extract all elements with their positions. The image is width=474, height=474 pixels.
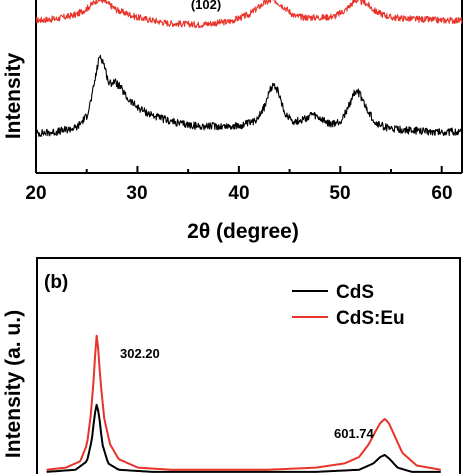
x-tick-label-40: 40 <box>228 183 249 204</box>
panel-a-y-axis-title: Intensity <box>2 53 25 140</box>
series-line-cds-eu <box>46 334 441 471</box>
x-tick-label-30: 30 <box>126 183 147 204</box>
x-tick-label-50: 50 <box>329 183 350 204</box>
panel-a-series <box>35 0 463 138</box>
peak-label-601: 601.74 <box>334 426 375 441</box>
legend-label-cds: CdS <box>336 282 374 303</box>
peak-label-302: 302.20 <box>120 346 160 361</box>
series-line-cds <box>46 403 441 473</box>
annotation-102: (102) <box>191 0 221 12</box>
panel-a-ticks <box>35 166 443 173</box>
x-tick-label-60: 60 <box>431 183 452 204</box>
panel-b-label: (b) <box>44 272 68 293</box>
x-tick-label-20: 20 <box>25 183 46 204</box>
panel-b-y-axis-title: Intensity (a. u.) <box>2 310 25 458</box>
panel-a: (102) Intensity 20 30 40 50 60 2θ (degre… <box>2 0 463 243</box>
legend: CdS CdS:Eu <box>292 282 405 329</box>
panel-b-frame <box>36 257 461 474</box>
series-line-cds <box>35 54 463 138</box>
legend-label-cds-eu: CdS:Eu <box>336 308 405 329</box>
panel-b-series <box>46 334 441 473</box>
series-line-cds-eu <box>35 0 463 29</box>
panel-a-x-axis-title: 2θ (degree) <box>187 220 299 243</box>
panel-b: (b) CdS CdS:Eu 302.20 601.74 Intensity (… <box>2 257 461 474</box>
